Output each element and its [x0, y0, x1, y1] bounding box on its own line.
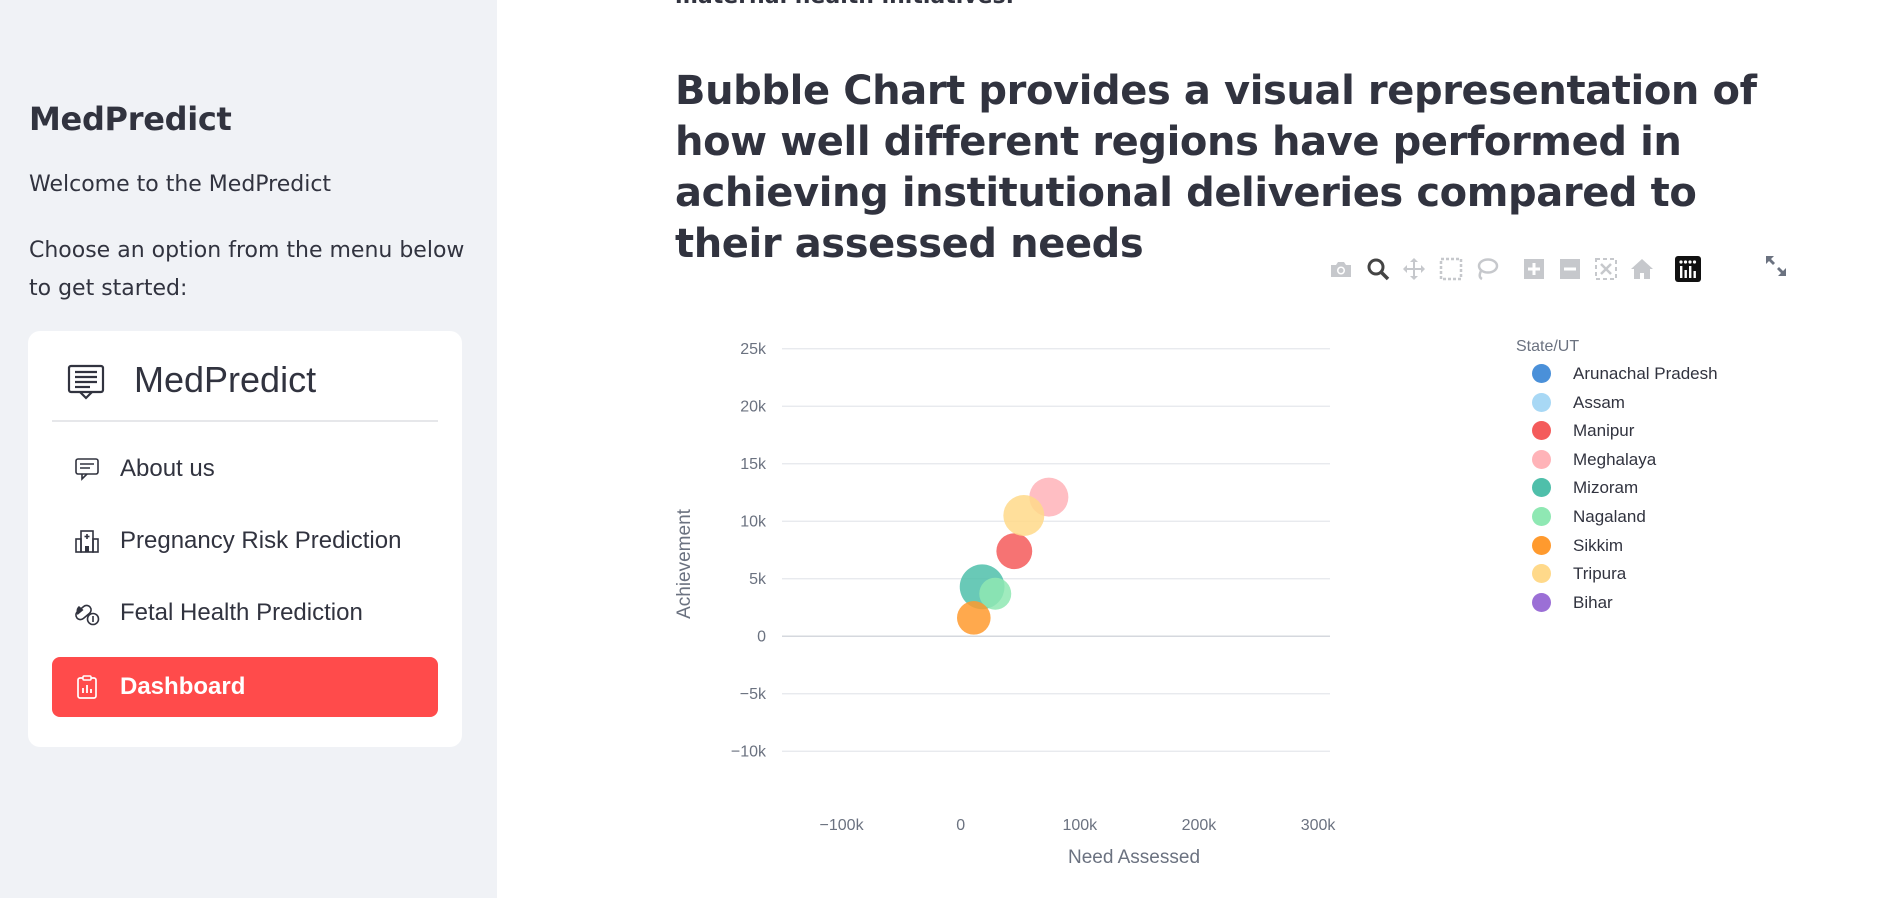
bubble-sikkim[interactable]: [957, 601, 991, 635]
legend-title: State/UT: [1516, 338, 1580, 355]
menu-title: MedPredict: [134, 359, 317, 400]
fullscreen-icon[interactable]: [1760, 250, 1792, 282]
y-tick-label: −5k: [740, 686, 767, 703]
y-tick-label: 15k: [740, 456, 767, 473]
y-tick-label: 25k: [740, 341, 767, 358]
zoom-icon[interactable]: [1363, 254, 1393, 284]
bubble-tripura[interactable]: [1003, 495, 1045, 536]
legend-item-meghalaya[interactable]: Meghalaya: [1516, 448, 1656, 477]
legend-label: Manipur: [1573, 421, 1635, 441]
x-tick-label: 300k: [1301, 817, 1337, 834]
zoom-in-icon[interactable]: [1519, 254, 1549, 284]
y-tick-label: 20k: [740, 398, 767, 415]
menu-item-fetal-health-prediction[interactable]: Fetal Health Prediction: [52, 583, 438, 643]
legend-label: Arunachal Pradesh: [1573, 364, 1718, 383]
legend-item-tripura[interactable]: Tripura: [1516, 562, 1626, 591]
sidebar: MedPredict Welcome to the MedPredict Cho…: [0, 0, 497, 898]
reset-axes-icon[interactable]: [1627, 254, 1657, 284]
legend-label: Tripura: [1573, 564, 1627, 584]
bubble-nagaland[interactable]: [979, 577, 1012, 610]
legend-label: Bihar: [1573, 592, 1613, 612]
chart-modebar: [1326, 254, 1786, 284]
legend-item-mizoram[interactable]: Mizoram: [1516, 476, 1638, 505]
menu-item-label: Fetal Health Prediction: [120, 599, 363, 626]
legend-marker: [1532, 478, 1551, 498]
menu-item-label: About us: [120, 455, 215, 482]
autoscale-icon[interactable]: [1591, 254, 1621, 284]
sidebar-welcome-text: Welcome to the MedPredict: [29, 172, 332, 197]
chart-legend: State/UT Arunachal Pradesh Assam Manipur Me…: [1516, 338, 1718, 620]
legend-label: Sikkim: [1573, 535, 1624, 555]
previous-paragraph-text: maternal health initiatives.: [675, 0, 1014, 9]
legend-marker: [1532, 364, 1551, 383]
menu-header: MedPredict: [28, 355, 462, 411]
x-axis-title: Need Assessed: [1068, 847, 1200, 868]
pan-icon[interactable]: [1399, 254, 1429, 284]
y-tick-label: 0: [757, 628, 766, 645]
bubble-chart: 25k 20k 15k 10k 5k 0 −5k −10k −100k 0 100k 200k 300k…: [674, 341, 1337, 868]
sidebar-title: MedPredict: [29, 100, 232, 138]
legend-label: Meghalaya: [1573, 449, 1657, 469]
clipboard-data-icon: [74, 674, 100, 700]
zoom-out-icon[interactable]: [1555, 254, 1585, 284]
legend-marker: [1532, 392, 1551, 412]
menu-item-pregnancy-risk-prediction[interactable]: Pregnancy Risk Prediction: [52, 511, 438, 571]
box-select-icon[interactable]: [1436, 254, 1466, 284]
legend-item-arunachal-pradesh[interactable]: Arunachal Pradesh: [1516, 362, 1718, 391]
menu-item-label: Dashboard: [120, 673, 246, 700]
menu-document-icon: [66, 361, 106, 401]
legend-marker: [1532, 421, 1551, 441]
chat-icon: [74, 456, 100, 482]
hospital-icon: [74, 528, 100, 554]
y-axis-title: Achievement: [674, 508, 695, 619]
menu-divider: [52, 420, 438, 422]
menu-item-dashboard[interactable]: Dashboard: [52, 657, 438, 717]
legend-marker: [1532, 535, 1551, 555]
y-tick-label: 5k: [749, 571, 767, 588]
plotly-logo-icon[interactable]: [1673, 254, 1703, 284]
legend-marker: [1532, 564, 1551, 584]
page-heading: Bubble Chart provides a visual represent…: [675, 68, 1757, 267]
menu-item-label: Pregnancy Risk Prediction: [120, 527, 402, 554]
legend-marker: [1532, 506, 1551, 526]
x-tick-label: 0: [956, 817, 965, 834]
legend-item-bihar[interactable]: Bihar: [1516, 591, 1613, 620]
lasso-icon[interactable]: [1472, 254, 1502, 284]
legend-label: Mizoram: [1573, 478, 1639, 498]
x-tick-label: −100k: [820, 817, 865, 834]
sidebar-instruction-text: Choose an option from the menu below to …: [29, 238, 465, 301]
option-menu: MedPredict About us: [28, 331, 462, 747]
x-tick-label: 200k: [1182, 817, 1218, 834]
camera-icon[interactable]: [1326, 254, 1356, 284]
legend-marker: [1532, 592, 1551, 612]
legend-label: Assam: [1573, 392, 1625, 412]
menu-item-about-us[interactable]: About us: [52, 439, 438, 499]
legend-item-assam[interactable]: Assam: [1516, 391, 1625, 420]
bubble-manipur[interactable]: [996, 533, 1033, 570]
legend-label: Nagaland: [1573, 506, 1646, 526]
legend-marker: [1532, 449, 1551, 469]
y-tick-label: −10k: [731, 743, 767, 760]
legend-item-sikkim[interactable]: Sikkim: [1516, 534, 1623, 563]
legend-item-nagaland[interactable]: Nagaland: [1516, 505, 1646, 534]
legend-item-manipur[interactable]: Manipur: [1516, 419, 1634, 448]
x-tick-label: 100k: [1062, 817, 1098, 834]
y-tick-label: 10k: [740, 513, 767, 530]
capsule-icon: [74, 600, 100, 626]
